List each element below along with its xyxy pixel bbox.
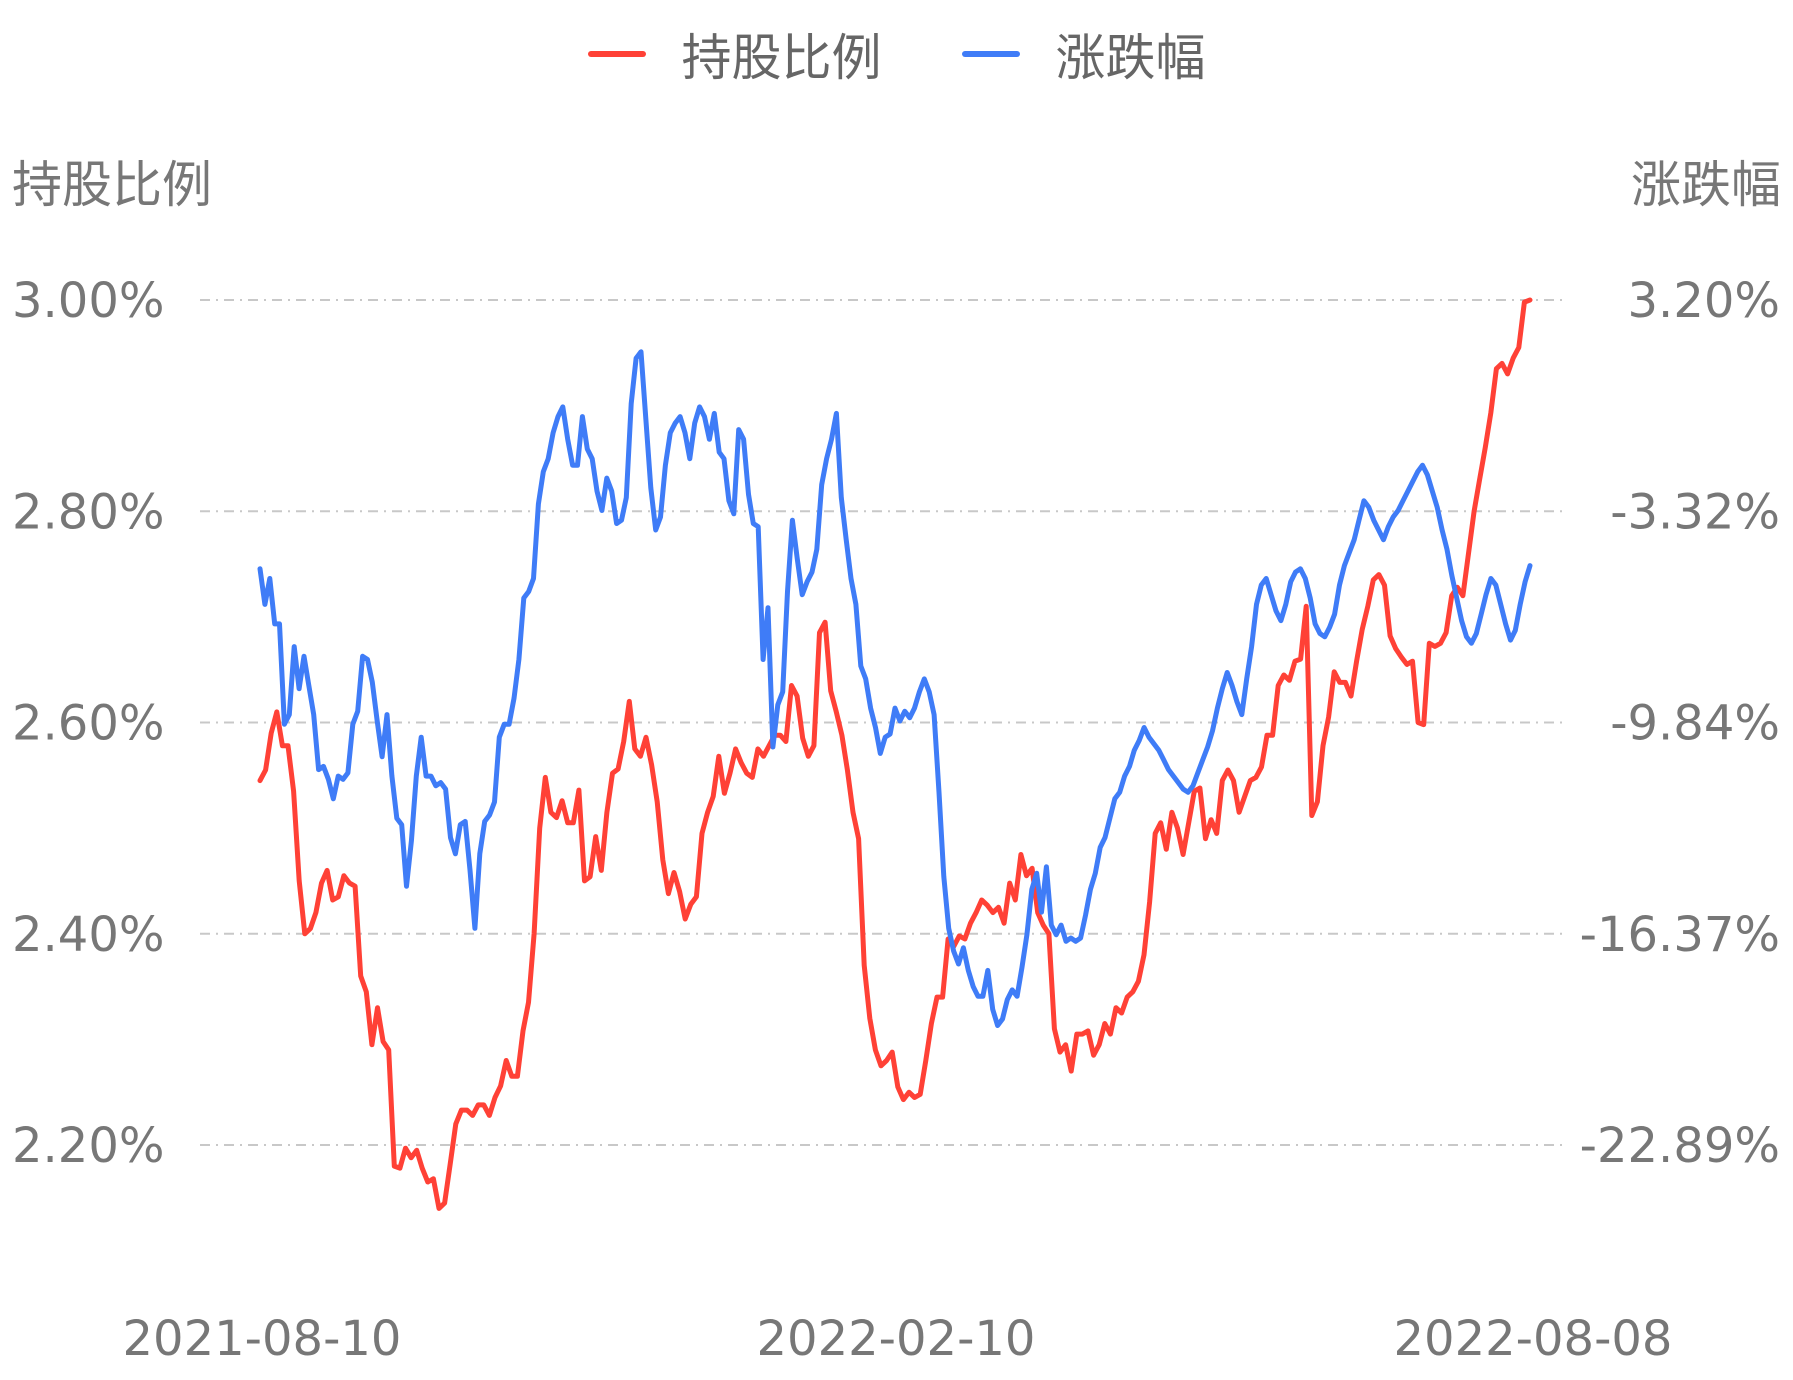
legend-label-holding-ratio: 持股比例: [681, 29, 882, 87]
x-tick-label: 2022-02-10: [757, 1311, 1036, 1367]
series-line-holding-ratio: [257, 297, 1533, 1211]
left-tick-label: 2.60%: [12, 696, 164, 752]
right-tick-label: -22.89%: [1580, 1118, 1780, 1174]
right-axis-title: 涨跌幅: [1631, 156, 1781, 214]
right-tick-label: -9.84%: [1610, 696, 1780, 752]
legend-item-holding-ratio[interactable]: 持股比例: [587, 18, 882, 90]
left-tick-label: 2.80%: [12, 484, 164, 540]
x-axis-ticks: 2021-08-10 2022-02-10 2022-08-08: [123, 1311, 1673, 1367]
series-lines: [257, 297, 1533, 1211]
left-axis-ticks: 3.00% 2.80% 2.60% 2.40% 2.20%: [12, 273, 164, 1174]
right-tick-label: 3.20%: [1628, 273, 1780, 329]
left-tick-label: 3.00%: [12, 273, 164, 329]
legend-swatch-holding-ratio: [587, 51, 646, 57]
legend: 持股比例 涨跌幅: [0, 18, 1793, 90]
left-tick-label: 2.40%: [12, 907, 164, 963]
x-tick-label: 2022-08-08: [1394, 1311, 1673, 1367]
legend-label-change: 涨跌幅: [1055, 29, 1206, 87]
right-tick-label: -3.32%: [1610, 484, 1780, 540]
left-tick-label: 2.20%: [12, 1118, 164, 1174]
legend-item-change[interactable]: 涨跌幅: [961, 18, 1206, 90]
grid-lines: [200, 299, 1565, 1146]
x-tick-label: 2021-08-10: [123, 1311, 402, 1367]
legend-swatch-change: [961, 51, 1020, 57]
series-line-change: [257, 349, 1533, 1028]
right-tick-label: -16.37%: [1580, 907, 1780, 963]
right-axis-ticks: 3.20% -3.32% -9.84% -16.37% -22.89%: [1580, 273, 1780, 1174]
left-axis-title: 持股比例: [12, 156, 212, 214]
